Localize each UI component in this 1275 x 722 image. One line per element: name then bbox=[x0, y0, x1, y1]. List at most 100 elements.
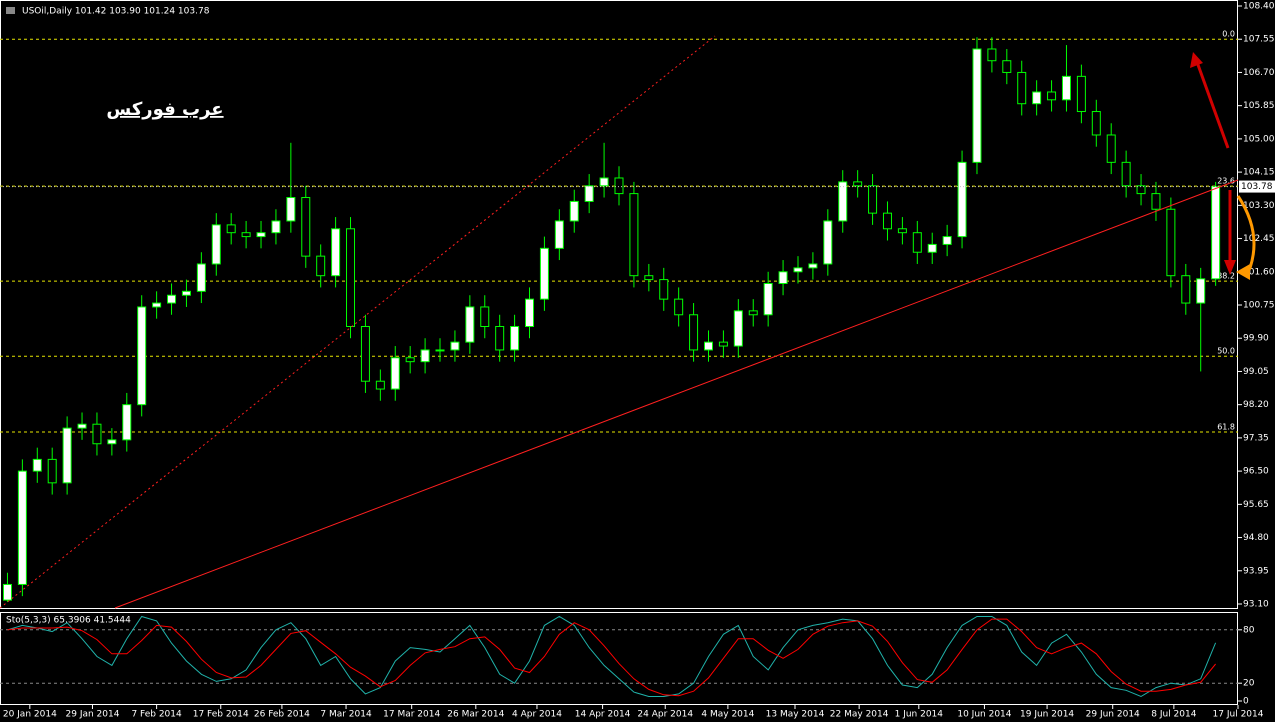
x-tick-label: 1 Jun 2014 bbox=[895, 710, 944, 720]
candle-body bbox=[703, 341, 713, 351]
candle-body bbox=[838, 181, 848, 222]
candle-body bbox=[525, 298, 535, 327]
candle-body bbox=[316, 255, 326, 277]
y-tick-label: 96.50 bbox=[1243, 467, 1269, 477]
x-tick-label: 4 May 2014 bbox=[701, 710, 754, 720]
candle-body bbox=[107, 439, 117, 445]
candle-body bbox=[659, 279, 669, 300]
x-tick-label: 7 Mar 2014 bbox=[320, 710, 372, 720]
candle-body bbox=[733, 310, 743, 347]
candle-body bbox=[882, 212, 892, 230]
candle-body bbox=[539, 247, 549, 300]
arrow-head bbox=[1224, 260, 1236, 275]
x-tick-label: 17 Mar 2014 bbox=[383, 710, 440, 720]
candle-body bbox=[1181, 275, 1191, 304]
candle-body bbox=[1047, 91, 1057, 101]
candle-body bbox=[47, 458, 57, 484]
candle-body bbox=[375, 380, 385, 390]
y-tick-label: 98.20 bbox=[1243, 400, 1269, 410]
candle-body bbox=[1121, 161, 1131, 187]
x-tick-label: 26 Mar 2014 bbox=[447, 710, 504, 720]
candle-body bbox=[226, 224, 236, 234]
candle-body bbox=[808, 263, 818, 269]
candle-body bbox=[927, 243, 937, 253]
candle-body bbox=[1076, 75, 1086, 113]
y-tick-label: 0 bbox=[1243, 697, 1249, 707]
y-tick-label: 105.85 bbox=[1243, 101, 1275, 111]
candle-body bbox=[868, 185, 878, 214]
x-tick-label: 20 Jan 2014 bbox=[3, 710, 57, 720]
trend-line bbox=[114, 179, 1239, 609]
x-tick-label: 29 Jun 2014 bbox=[1086, 710, 1140, 720]
watermark: عرب فوركس bbox=[106, 99, 223, 120]
x-tick-label: 8 Jul 2014 bbox=[1151, 710, 1196, 720]
candle-body bbox=[778, 271, 788, 285]
candle-body bbox=[32, 458, 42, 472]
x-tick-label: 7 Feb 2014 bbox=[131, 710, 182, 720]
arrows bbox=[1190, 52, 1256, 280]
fib-label: 61.8 bbox=[1217, 423, 1235, 432]
arrow-head bbox=[1236, 264, 1250, 280]
candle-body bbox=[942, 236, 952, 245]
candle-body bbox=[793, 267, 803, 273]
y-tick-label: 103.30 bbox=[1243, 201, 1275, 211]
x-tick-label: 24 Apr 2014 bbox=[637, 710, 693, 720]
candle-body bbox=[137, 306, 147, 406]
y-tick-label: 93.95 bbox=[1243, 566, 1269, 576]
arrow-head bbox=[1190, 52, 1203, 68]
candle-body bbox=[196, 263, 206, 292]
arrow-up bbox=[1195, 61, 1230, 149]
y-tick-label: 99.90 bbox=[1243, 334, 1269, 344]
x-tick-label: 17 Jul 2014 bbox=[1213, 710, 1264, 720]
candle-body bbox=[1032, 91, 1042, 105]
candle-body bbox=[853, 181, 863, 187]
candle-body bbox=[1091, 111, 1101, 136]
y-tick-label: 99.05 bbox=[1243, 367, 1269, 377]
stochastic-line bbox=[7, 615, 1217, 698]
y-tick-label: 102.45 bbox=[1243, 234, 1275, 244]
candle-body bbox=[1017, 71, 1027, 105]
candle-body bbox=[718, 341, 728, 347]
candle-body bbox=[584, 185, 594, 202]
candle-body bbox=[286, 197, 296, 222]
candle-body bbox=[912, 232, 922, 253]
candle-body bbox=[360, 325, 370, 382]
candle-body bbox=[241, 232, 251, 238]
candle-body bbox=[1196, 278, 1206, 304]
y-tick-label: 95.65 bbox=[1243, 500, 1269, 510]
candle-body bbox=[480, 306, 490, 327]
candle-body bbox=[1106, 134, 1116, 163]
candle-body bbox=[122, 404, 132, 441]
candle-body bbox=[92, 423, 102, 445]
indicator-title: Sto(5,3,3) 65.3906 41.5444 bbox=[6, 616, 131, 626]
y-tick-label: 97.35 bbox=[1243, 433, 1269, 443]
candle-body bbox=[435, 349, 445, 352]
candle-body bbox=[495, 325, 505, 351]
candle-body bbox=[62, 427, 72, 484]
candle-body bbox=[763, 283, 773, 316]
candle-body bbox=[569, 200, 579, 222]
fib-label: 23.6 bbox=[1217, 177, 1235, 186]
candle-body bbox=[301, 197, 311, 257]
last-price-label: 103.78 bbox=[1241, 182, 1273, 192]
candle-body bbox=[1151, 193, 1161, 210]
y-tick-label: 20 bbox=[1243, 679, 1255, 689]
y-tick-label: 80 bbox=[1243, 625, 1255, 635]
candle-body bbox=[1061, 75, 1071, 101]
candle-body bbox=[1136, 185, 1146, 195]
x-tick-label: 26 Feb 2014 bbox=[254, 710, 310, 720]
candle-body bbox=[465, 306, 475, 343]
candle-body bbox=[957, 161, 967, 238]
x-tick-label: 4 Apr 2014 bbox=[512, 710, 562, 720]
candle-body bbox=[674, 298, 684, 316]
candle-body bbox=[823, 220, 833, 265]
fib-label: 0.0 bbox=[1222, 30, 1235, 39]
candle-body bbox=[644, 275, 654, 281]
candle-body bbox=[554, 220, 564, 249]
candle-body bbox=[1002, 60, 1012, 73]
candle-body bbox=[256, 232, 266, 238]
header-icon bbox=[6, 7, 15, 14]
y-tick-label: 107.55 bbox=[1243, 35, 1275, 45]
candle-body bbox=[77, 423, 87, 429]
candle-body bbox=[271, 220, 281, 234]
